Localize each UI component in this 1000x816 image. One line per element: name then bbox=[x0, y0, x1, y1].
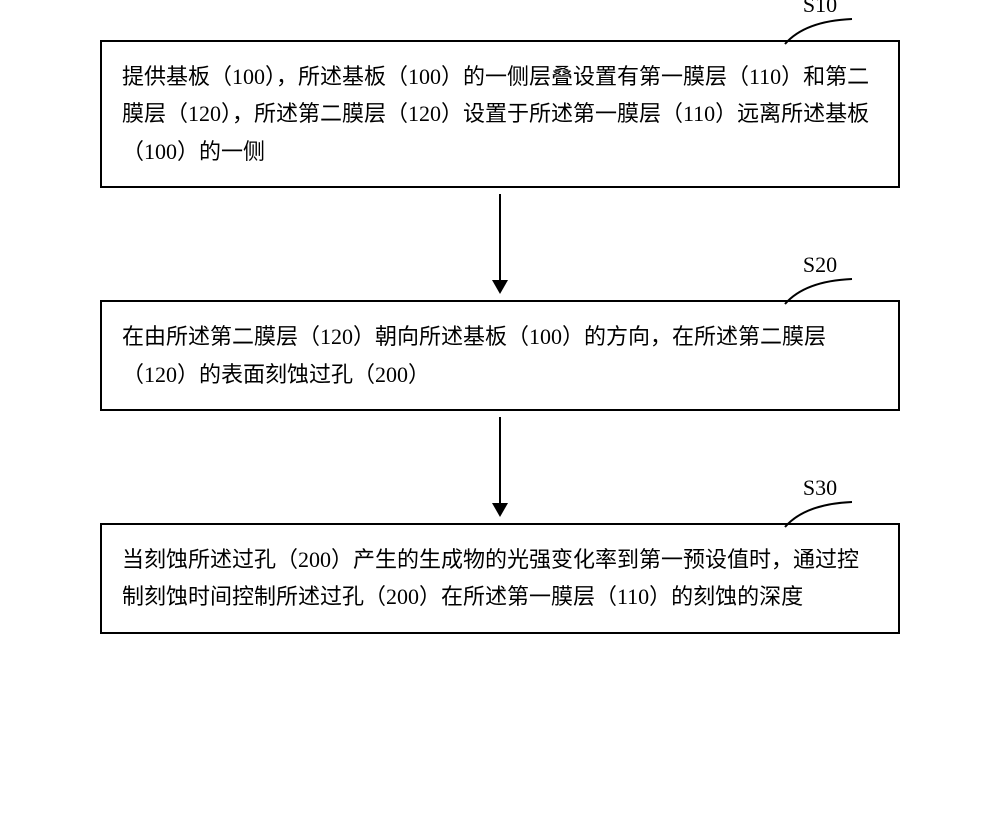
arrow-s10-s20 bbox=[492, 194, 508, 294]
step-s20: S20 在由所述第二膜层（120）朝向所述基板（100）的方向，在所述第二膜层（… bbox=[100, 300, 900, 411]
box-s30: 当刻蚀所述过孔（200）产生的生成物的光强变化率到第一预设值时，通过控制刻蚀时间… bbox=[100, 523, 900, 634]
callout-label-s30: S30 bbox=[803, 475, 837, 501]
callout-arc-icon bbox=[780, 16, 860, 46]
callout-label-s20: S20 bbox=[803, 252, 837, 278]
callout-arc-icon bbox=[780, 499, 860, 529]
arrow-s20-s30 bbox=[492, 417, 508, 517]
step-s10: S10 提供基板（100），所述基板（100）的一侧层叠设置有第一膜层（110）… bbox=[100, 40, 900, 188]
callout-s10: S10 bbox=[780, 0, 860, 46]
arrow-head-icon bbox=[492, 280, 508, 294]
box-s10: 提供基板（100），所述基板（100）的一侧层叠设置有第一膜层（110）和第二膜… bbox=[100, 40, 900, 188]
arrow-line bbox=[499, 417, 501, 503]
callout-s30: S30 bbox=[780, 475, 860, 529]
arrow-line bbox=[499, 194, 501, 280]
flowchart-container: S10 提供基板（100），所述基板（100）的一侧层叠设置有第一膜层（110）… bbox=[20, 40, 980, 634]
box-s20: 在由所述第二膜层（120）朝向所述基板（100）的方向，在所述第二膜层（120）… bbox=[100, 300, 900, 411]
callout-arc-icon bbox=[780, 276, 860, 306]
step-s30: S30 当刻蚀所述过孔（200）产生的生成物的光强变化率到第一预设值时，通过控制… bbox=[100, 523, 900, 634]
arrow-head-icon bbox=[492, 503, 508, 517]
callout-s20: S20 bbox=[780, 252, 860, 306]
